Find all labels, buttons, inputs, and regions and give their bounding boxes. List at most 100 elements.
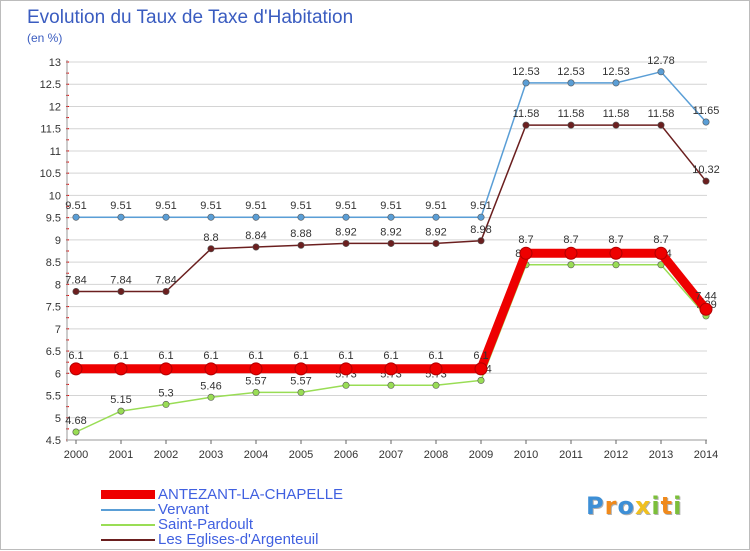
y-tick-label: 12.5 xyxy=(40,79,61,91)
data-label: 12.78 xyxy=(647,55,675,67)
y-tick-label: 7 xyxy=(55,324,61,336)
data-point xyxy=(564,246,578,260)
data-label: 6.1 xyxy=(203,350,218,362)
logo-letter: x xyxy=(634,492,652,520)
data-point xyxy=(69,362,83,376)
data-label: 6.1 xyxy=(68,350,83,362)
y-tick-label: 10 xyxy=(49,190,61,202)
logo-letter: i xyxy=(651,492,661,520)
y-tick-label: 6 xyxy=(55,368,61,380)
x-tick-label: 2014 xyxy=(694,449,718,461)
data-label: 8.92 xyxy=(380,226,401,238)
legend-label: Vervant xyxy=(158,501,209,518)
data-point xyxy=(657,261,665,269)
data-point xyxy=(162,213,170,221)
data-point xyxy=(387,381,395,389)
data-point xyxy=(207,213,215,221)
data-point xyxy=(162,287,170,295)
data-point xyxy=(117,287,125,295)
x-tick-label: 2000 xyxy=(64,449,88,461)
data-label: 6.1 xyxy=(293,350,308,362)
series-line xyxy=(75,264,707,433)
y-tick-label: 12 xyxy=(49,101,61,113)
data-label: 8.88 xyxy=(290,228,311,240)
data-point xyxy=(159,362,173,376)
x-tick-label: 2012 xyxy=(604,449,628,461)
proxiti-logo: Proxiti xyxy=(586,492,682,520)
data-point xyxy=(429,362,443,376)
data-label: 12.53 xyxy=(557,66,585,78)
data-label: 11.58 xyxy=(603,108,630,120)
data-point xyxy=(207,245,215,253)
data-label: 5.46 xyxy=(200,380,221,392)
data-point xyxy=(252,388,260,396)
y-tick-label: 5.5 xyxy=(46,391,61,403)
data-label: 4.68 xyxy=(65,415,86,427)
y-tick-label: 9.5 xyxy=(46,213,61,225)
legend-swatch xyxy=(101,490,155,499)
data-point xyxy=(72,213,80,221)
y-tick-label: 11.5 xyxy=(40,124,61,136)
data-label: 6.1 xyxy=(338,350,353,362)
data-point xyxy=(522,121,530,129)
data-label: 9.51 xyxy=(200,200,221,212)
data-label: 9.51 xyxy=(380,200,401,212)
data-label: 8.92 xyxy=(425,226,446,238)
y-tick-label: 8 xyxy=(55,279,61,291)
x-tick-label: 2011 xyxy=(559,449,583,461)
legend-label: Les Eglises-d'Argenteuil xyxy=(158,531,319,548)
chart-subtitle: (en %) xyxy=(27,31,63,45)
y-tick-label: 13 xyxy=(49,57,61,69)
data-point xyxy=(699,302,713,316)
data-point xyxy=(342,213,350,221)
data-point xyxy=(702,118,710,126)
data-label: 6.1 xyxy=(248,350,263,362)
y-tick-label: 11 xyxy=(50,146,61,158)
data-label: 11.58 xyxy=(513,108,540,120)
data-label: 8.8 xyxy=(203,232,218,244)
x-tick-label: 2001 xyxy=(109,449,133,461)
legend-item: Vervant xyxy=(101,502,343,517)
data-point xyxy=(567,79,575,87)
data-label: 9.51 xyxy=(110,200,131,212)
data-point xyxy=(342,381,350,389)
x-tick-label: 2013 xyxy=(649,449,673,461)
data-label: 7.84 xyxy=(110,274,131,286)
y-tick-label: 4.5 xyxy=(46,435,61,447)
data-label: 6.1 xyxy=(113,350,128,362)
logo-letter: i xyxy=(673,492,683,520)
data-label: 8.7 xyxy=(518,234,533,246)
x-tick-label: 2006 xyxy=(334,449,358,461)
data-label: 7.44 xyxy=(695,290,716,302)
y-tick-label: 9 xyxy=(55,235,61,247)
data-point xyxy=(477,213,485,221)
data-label: 7.84 xyxy=(65,274,86,286)
legend-label: ANTEZANT-LA-CHAPELLE xyxy=(158,486,344,503)
data-point xyxy=(432,239,440,247)
data-point xyxy=(432,381,440,389)
logo-letter: t xyxy=(660,492,674,520)
data-point xyxy=(162,400,170,408)
logo-letter: o xyxy=(617,492,635,520)
data-label: 9.51 xyxy=(290,200,311,212)
data-point xyxy=(567,121,575,129)
data-point xyxy=(297,213,305,221)
data-point xyxy=(477,376,485,384)
x-tick-label: 2002 xyxy=(154,449,178,461)
data-label: 8.84 xyxy=(245,230,266,242)
y-tick-label: 10.5 xyxy=(40,168,61,180)
data-label: 5.3 xyxy=(158,387,173,399)
data-point xyxy=(207,393,215,401)
data-label: 5.57 xyxy=(290,375,311,387)
y-tick-label: 5 xyxy=(55,413,61,425)
data-label: 9.51 xyxy=(65,200,86,212)
data-label: 11.58 xyxy=(648,108,675,120)
data-point xyxy=(72,428,80,436)
data-point xyxy=(117,213,125,221)
data-point xyxy=(522,79,530,87)
data-label: 9.51 xyxy=(425,200,446,212)
data-label: 6.1 xyxy=(473,350,488,362)
data-point xyxy=(612,121,620,129)
y-tick-label: 8.5 xyxy=(46,257,61,269)
x-tick-label: 2004 xyxy=(244,449,268,461)
